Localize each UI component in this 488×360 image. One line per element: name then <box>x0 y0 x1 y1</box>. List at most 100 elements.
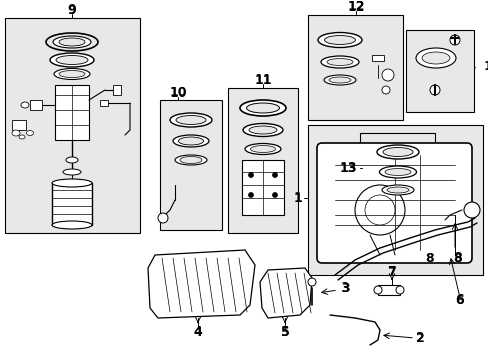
Text: 8: 8 <box>453 252 461 265</box>
Bar <box>5 18 140 233</box>
Text: 6: 6 <box>455 293 464 306</box>
Ellipse shape <box>328 77 350 83</box>
Text: 3: 3 <box>340 282 348 294</box>
Ellipse shape <box>317 32 361 48</box>
Ellipse shape <box>415 48 455 68</box>
Ellipse shape <box>421 52 449 64</box>
Bar <box>160 100 222 230</box>
Circle shape <box>248 193 253 198</box>
Text: 11: 11 <box>254 73 271 86</box>
Ellipse shape <box>52 221 92 229</box>
Bar <box>12 120 26 130</box>
Ellipse shape <box>66 157 78 163</box>
Ellipse shape <box>52 179 92 187</box>
Ellipse shape <box>12 130 20 136</box>
Bar <box>242 160 284 215</box>
Circle shape <box>272 172 277 177</box>
Text: 9: 9 <box>67 4 76 17</box>
Text: 10: 10 <box>169 86 186 100</box>
Ellipse shape <box>386 187 408 193</box>
Ellipse shape <box>19 135 25 139</box>
Text: 7: 7 <box>387 266 396 279</box>
Circle shape <box>272 193 277 198</box>
Text: 1: 1 <box>292 191 302 205</box>
Text: 14: 14 <box>486 60 488 73</box>
Ellipse shape <box>243 123 283 136</box>
Text: 5: 5 <box>280 325 289 338</box>
Ellipse shape <box>381 185 413 195</box>
Ellipse shape <box>176 116 205 125</box>
FancyBboxPatch shape <box>316 143 471 263</box>
Bar <box>359 133 434 213</box>
Ellipse shape <box>240 100 285 116</box>
Text: 4: 4 <box>193 325 202 339</box>
Ellipse shape <box>26 130 34 135</box>
Ellipse shape <box>379 166 416 178</box>
Ellipse shape <box>248 126 276 134</box>
Text: 6: 6 <box>455 293 464 307</box>
Ellipse shape <box>170 113 212 127</box>
Ellipse shape <box>180 157 202 163</box>
Bar <box>113 85 121 95</box>
Ellipse shape <box>373 286 381 294</box>
Ellipse shape <box>56 55 88 64</box>
Ellipse shape <box>178 137 203 145</box>
Circle shape <box>429 85 439 95</box>
Text: 12: 12 <box>346 0 364 14</box>
Circle shape <box>307 278 315 286</box>
Ellipse shape <box>246 103 279 113</box>
Ellipse shape <box>53 36 91 48</box>
Ellipse shape <box>21 102 29 108</box>
Text: 13: 13 <box>339 161 356 175</box>
Bar <box>100 100 108 106</box>
Ellipse shape <box>250 145 275 153</box>
Ellipse shape <box>324 75 355 85</box>
Text: 8: 8 <box>453 251 462 265</box>
Bar <box>55 85 89 140</box>
Text: 10: 10 <box>169 86 186 99</box>
Text: 14: 14 <box>483 60 488 73</box>
Ellipse shape <box>175 155 206 165</box>
Polygon shape <box>148 250 254 318</box>
Ellipse shape <box>324 36 355 45</box>
Ellipse shape <box>384 168 410 175</box>
Ellipse shape <box>244 144 281 154</box>
Text: 13: 13 <box>339 162 356 175</box>
Ellipse shape <box>63 169 81 175</box>
Bar <box>52 183 92 225</box>
Ellipse shape <box>46 33 98 51</box>
Text: 8: 8 <box>425 252 433 265</box>
Text: 2: 2 <box>415 332 424 345</box>
Bar <box>307 15 402 120</box>
Polygon shape <box>260 268 311 318</box>
Text: 9: 9 <box>67 3 76 17</box>
Ellipse shape <box>376 145 418 159</box>
Circle shape <box>248 172 253 177</box>
Bar <box>307 125 482 275</box>
Ellipse shape <box>395 286 403 294</box>
Ellipse shape <box>50 53 94 67</box>
Text: 2: 2 <box>415 331 424 345</box>
Circle shape <box>381 86 389 94</box>
Bar <box>30 100 42 110</box>
Text: 11: 11 <box>254 73 271 87</box>
Bar <box>405 30 473 112</box>
Bar <box>377 285 399 295</box>
Circle shape <box>449 35 459 45</box>
Ellipse shape <box>173 135 208 147</box>
Text: 4: 4 <box>193 325 202 338</box>
Ellipse shape <box>54 68 90 80</box>
Ellipse shape <box>59 71 85 77</box>
Text: 3: 3 <box>340 281 348 295</box>
Circle shape <box>158 213 168 223</box>
Circle shape <box>381 69 393 81</box>
Bar <box>371 55 383 61</box>
Ellipse shape <box>382 148 412 157</box>
Text: 5: 5 <box>280 325 289 339</box>
Text: 1: 1 <box>293 192 302 204</box>
Circle shape <box>463 202 479 218</box>
Ellipse shape <box>59 38 85 46</box>
Ellipse shape <box>326 58 352 66</box>
Text: 12: 12 <box>346 0 364 13</box>
Ellipse shape <box>320 56 358 68</box>
